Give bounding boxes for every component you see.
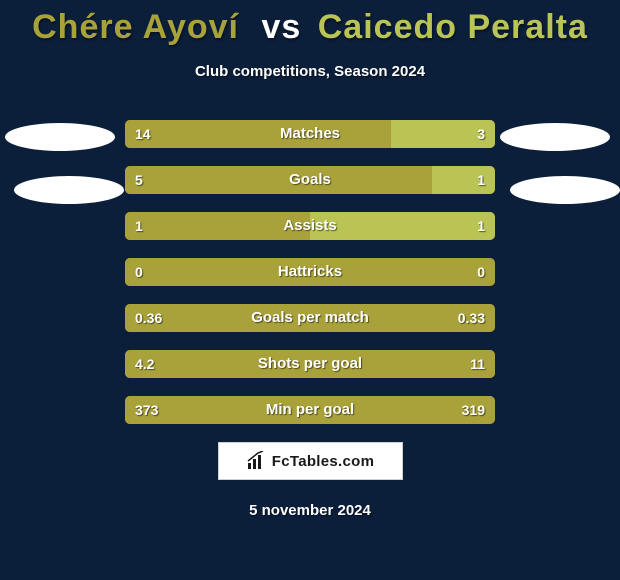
stat-label: Goals per match — [125, 304, 495, 332]
stat-row: 51Goals — [125, 166, 495, 194]
stat-label: Assists — [125, 212, 495, 240]
comparison-title: Chére Ayoví vs Caicedo Peralta — [0, 0, 620, 47]
stat-row: 4.211Shots per goal — [125, 350, 495, 378]
stat-row: 143Matches — [125, 120, 495, 148]
title-vs: vs — [261, 8, 301, 46]
stats-container: 143Matches 51Goals 11Assists 00Hattricks 0.3… — [125, 120, 495, 424]
badge-placeholder — [5, 123, 115, 151]
stat-label: Hattricks — [125, 258, 495, 286]
stat-label: Goals — [125, 166, 495, 194]
stat-row: 0.360.33Goals per match — [125, 304, 495, 332]
badge-placeholder — [14, 176, 124, 204]
stat-label: Min per goal — [125, 396, 495, 424]
source-logo: FcTables.com — [218, 442, 403, 480]
badge-placeholder — [510, 176, 620, 204]
stat-row: 373319Min per goal — [125, 396, 495, 424]
player2-name: Caicedo Peralta — [318, 8, 588, 46]
stat-label: Matches — [125, 120, 495, 148]
logo-text: FcTables.com — [272, 453, 375, 470]
date: 5 november 2024 — [0, 502, 620, 519]
subtitle: Club competitions, Season 2024 — [0, 63, 620, 80]
player1-name: Chére Ayoví — [32, 8, 239, 46]
stat-row: 11Assists — [125, 212, 495, 240]
stat-label: Shots per goal — [125, 350, 495, 378]
chart-icon — [246, 451, 266, 471]
stat-row: 00Hattricks — [125, 258, 495, 286]
badge-placeholder — [500, 123, 610, 151]
